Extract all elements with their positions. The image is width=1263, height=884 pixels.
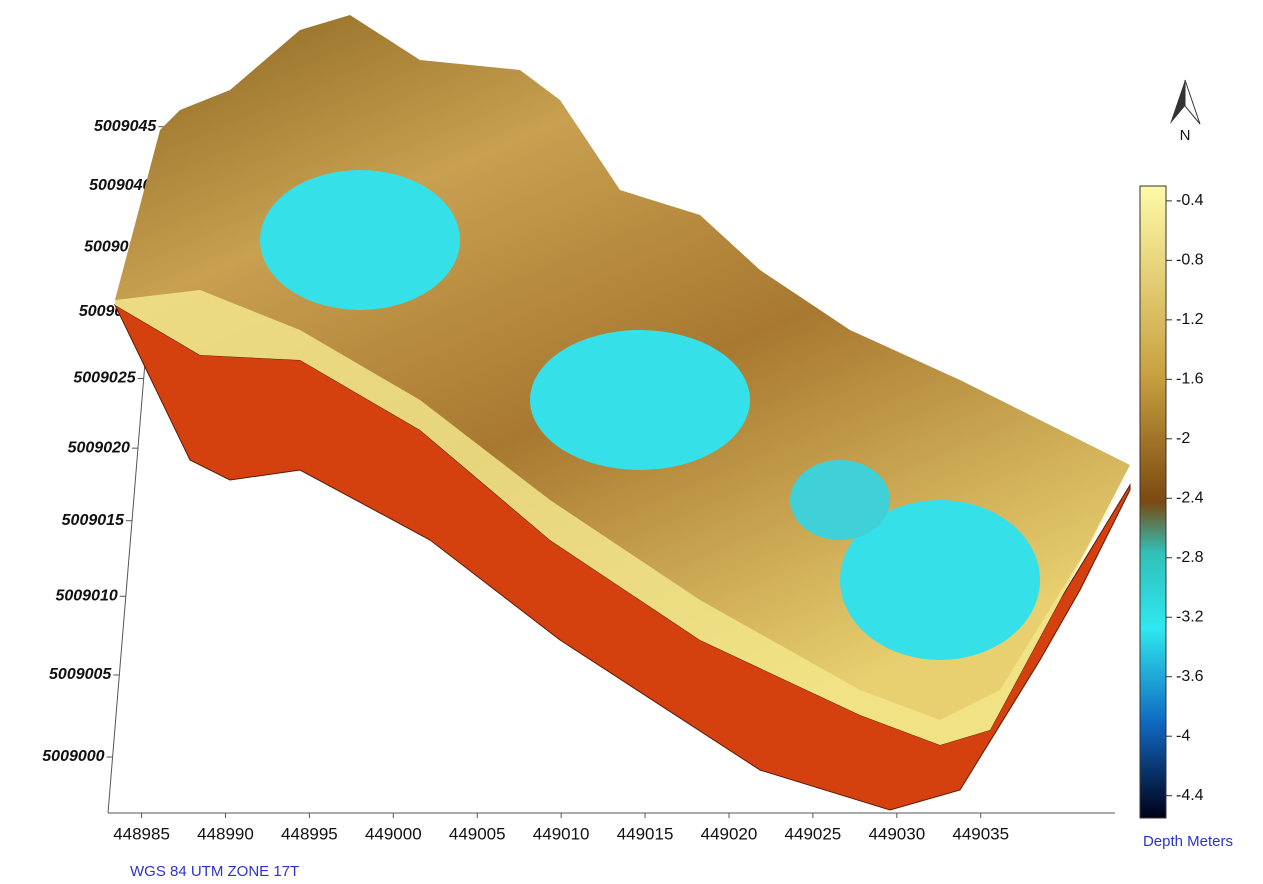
colorbar-tick-label: -3.6 — [1176, 668, 1204, 685]
deep-area — [260, 170, 460, 310]
colorbar-tick-label: -4.4 — [1176, 787, 1204, 804]
x-tick-label: 449025 — [785, 824, 842, 843]
x-tick-label: 448985 — [113, 824, 170, 843]
x-tick-label: 448990 — [197, 824, 254, 843]
x-tick-label: 448995 — [281, 824, 338, 843]
y-tick-label: 5009015 — [62, 512, 125, 529]
y-tick-label: 5009040 — [89, 177, 151, 194]
north-arrow: N — [1170, 79, 1201, 144]
y-tick-label: 5009010 — [55, 587, 117, 604]
colorbar-tick-label: -2.8 — [1176, 549, 1204, 566]
x-tick-label: 449030 — [868, 824, 925, 843]
colorbar — [1139, 185, 1167, 819]
y-tick-label: 5009000 — [42, 748, 104, 765]
colorbar-tick-label: -1.2 — [1176, 311, 1204, 328]
colorbar-tick-label: -3.2 — [1176, 608, 1204, 625]
colorbar-tick-label: -2.4 — [1176, 490, 1204, 507]
colorbar-tick-label: -0.4 — [1176, 192, 1204, 209]
deep-area — [840, 500, 1040, 660]
x-tick-label: 449000 — [365, 824, 422, 843]
caption: WGS 84 UTM ZONE 17T — [130, 863, 299, 880]
x-tick-label: 449035 — [952, 824, 1009, 843]
x-tick-label: 449020 — [701, 824, 758, 843]
x-tick-label: 449005 — [449, 824, 506, 843]
y-tick-label: 5009005 — [49, 666, 112, 683]
svg-text:N: N — [1180, 127, 1191, 144]
deep-area — [790, 460, 890, 540]
colorbar-tick-label: -2 — [1176, 430, 1190, 447]
surface-rim — [115, 290, 1130, 745]
colorbar-tick-label: -1.6 — [1176, 371, 1204, 388]
y-tick-label: 5009020 — [68, 439, 130, 456]
deep-area — [530, 330, 750, 470]
colorbar-label: Depth Meters — [1143, 833, 1233, 850]
colorbar-tick-label: -0.8 — [1176, 252, 1204, 269]
surface-wall — [113, 303, 1131, 811]
x-tick-label: 449010 — [533, 824, 590, 843]
y-tick-label: 5009025 — [73, 370, 136, 387]
colorbar-tick-label: -4 — [1176, 727, 1190, 744]
x-tick-label: 449015 — [617, 824, 674, 843]
y-tick-label: 5009045 — [94, 118, 157, 135]
